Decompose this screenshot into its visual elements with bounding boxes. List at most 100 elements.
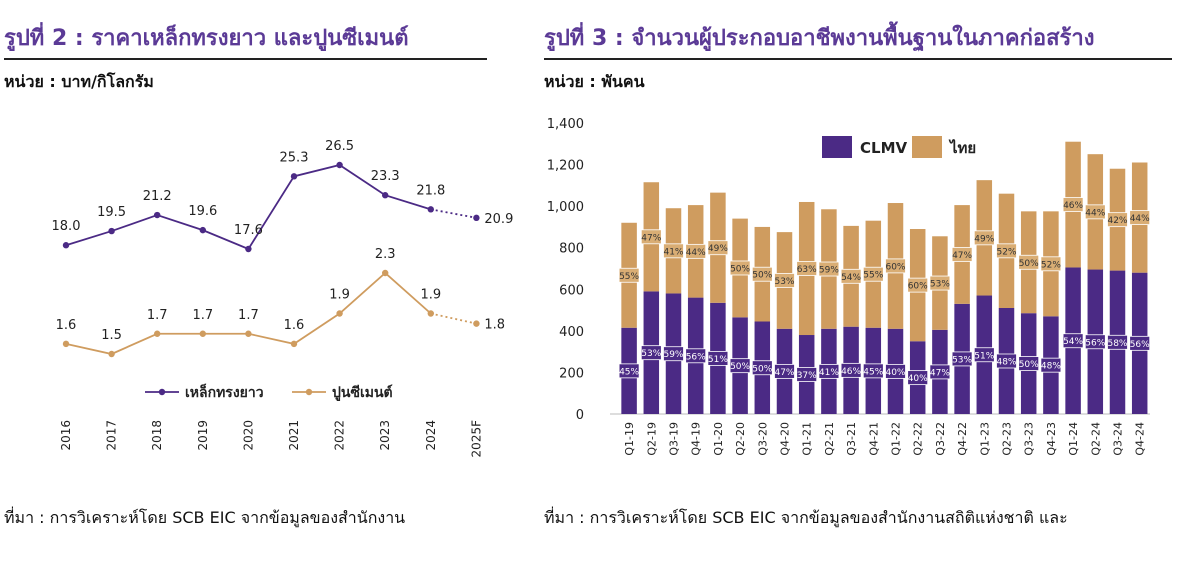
x-tick-label-19: Q4-23 bbox=[1045, 422, 1058, 456]
series-point-1-5 bbox=[290, 340, 298, 348]
right-unit-label: หน่วย : พันคน bbox=[544, 72, 645, 91]
left-figure-title: รูปที่ 2 : ราคาเหล็กทรงยาว และปูนซีเมนต์ bbox=[4, 26, 409, 51]
pct-box-clmv-4 bbox=[707, 350, 729, 366]
y-tick-label-6: 1,200 bbox=[547, 159, 584, 174]
x-tick-label-4: Q1-20 bbox=[712, 422, 725, 456]
pct-box-clmv-9 bbox=[818, 363, 840, 379]
series-point-1-8 bbox=[427, 310, 434, 317]
data-label-1-2: 1.7 bbox=[147, 308, 168, 323]
x-tick-label-20: Q1-24 bbox=[1067, 422, 1080, 456]
pct-box-thai-0 bbox=[618, 267, 640, 283]
pct-label-thai-19: 52% bbox=[1041, 260, 1061, 270]
pct-box-thai-12 bbox=[885, 258, 906, 274]
pct-box-clmv-13 bbox=[907, 370, 929, 386]
series-point-0-6 bbox=[336, 161, 343, 169]
pct-label-thai-4: 49% bbox=[708, 244, 728, 254]
x-tick-label-6: Q3-20 bbox=[756, 422, 769, 456]
x-tick-label-9: Q2-21 bbox=[823, 422, 836, 456]
data-label-0-5: 25.3 bbox=[280, 150, 309, 165]
x-tick-label-6: 2022 bbox=[333, 420, 347, 451]
pct-label-thai-14: 53% bbox=[930, 280, 950, 290]
data-label-0-4: 17.6 bbox=[234, 223, 263, 238]
pct-box-thai-7 bbox=[774, 273, 795, 288]
x-tick-label-8: 2024 bbox=[424, 420, 438, 451]
x-tick-label-5: Q2-20 bbox=[734, 422, 747, 456]
y-tick-label-2: 400 bbox=[559, 325, 584, 340]
pct-label-thai-18: 50% bbox=[1019, 259, 1039, 269]
data-label-1-8: 1.9 bbox=[420, 288, 441, 303]
pct-box-thai-20 bbox=[1062, 197, 1084, 212]
series-point-1-3 bbox=[199, 330, 206, 337]
right-figure-panel: รูปที่ 3 : จำนวนผู้ประกอบอาชีพงานพื้นฐาน… bbox=[540, 0, 1194, 561]
pct-label-clmv-14: 47% bbox=[930, 368, 950, 378]
pct-label-thai-0: 55% bbox=[619, 272, 639, 282]
series-forecast-line-1 bbox=[430, 312, 477, 325]
x-tick-label-4: 2020 bbox=[241, 420, 255, 451]
pct-label-clmv-9: 41% bbox=[819, 368, 839, 378]
pct-label-clmv-13: 40% bbox=[908, 374, 928, 384]
pct-box-clmv-15 bbox=[951, 351, 973, 367]
data-label-1-7: 2.3 bbox=[375, 247, 396, 262]
x-tick-label-18: Q3-23 bbox=[1023, 422, 1036, 456]
pct-box-thai-6 bbox=[751, 266, 773, 282]
pct-box-thai-19 bbox=[1040, 256, 1062, 272]
pct-box-clmv-7 bbox=[774, 363, 795, 379]
x-tick-label-7: Q4-20 bbox=[779, 422, 792, 456]
pct-box-thai-23 bbox=[1129, 210, 1151, 225]
legend-label-1: ปูนซีเมนต์ bbox=[332, 384, 393, 401]
y-tick-label-5: 1,000 bbox=[547, 200, 584, 215]
pct-label-clmv-18: 50% bbox=[1019, 360, 1039, 370]
pct-box-clmv-21 bbox=[1084, 334, 1106, 350]
pct-box-clmv-3 bbox=[685, 348, 707, 364]
pct-box-thai-10 bbox=[840, 268, 862, 284]
pct-box-clmv-12 bbox=[885, 363, 906, 379]
data-label-0-3: 19.6 bbox=[188, 204, 217, 219]
pct-label-thai-1: 47% bbox=[641, 233, 661, 243]
pct-label-thai-8: 63% bbox=[797, 265, 817, 275]
pct-box-clmv-17 bbox=[996, 353, 1017, 369]
pct-box-clmv-10 bbox=[840, 362, 862, 378]
x-tick-label-1: Q2-19 bbox=[645, 422, 658, 456]
legend-swatch-1 bbox=[912, 136, 942, 158]
x-tick-label-5: 2021 bbox=[287, 420, 301, 451]
pct-label-clmv-4: 51% bbox=[708, 355, 728, 365]
series-point-0-0 bbox=[62, 242, 70, 249]
pct-box-clmv-8 bbox=[796, 367, 818, 382]
pct-label-clmv-8: 37% bbox=[797, 371, 817, 381]
series-point-1-4 bbox=[245, 330, 252, 337]
y-tick-label-1: 200 bbox=[559, 366, 584, 381]
pct-box-thai-5 bbox=[729, 260, 751, 276]
x-tick-label-1: 2017 bbox=[105, 420, 119, 451]
pct-box-thai-8 bbox=[796, 261, 818, 276]
pct-label-clmv-23: 56% bbox=[1130, 340, 1150, 350]
pct-label-clmv-2: 59% bbox=[663, 350, 683, 360]
y-tick-label-4: 800 bbox=[559, 242, 584, 257]
pct-box-thai-14 bbox=[929, 275, 951, 291]
pct-box-clmv-16 bbox=[973, 347, 995, 363]
data-label-0-9: 20.9 bbox=[484, 212, 513, 227]
pct-label-thai-22: 42% bbox=[1107, 216, 1127, 226]
pct-box-thai-21 bbox=[1084, 204, 1106, 220]
pct-box-thai-18 bbox=[1018, 254, 1040, 270]
right-figure-title: รูปที่ 3 : จำนวนผู้ประกอบอาชีพงานพื้นฐาน… bbox=[544, 26, 1095, 51]
x-tick-label-3: Q4-19 bbox=[690, 422, 703, 456]
pct-box-thai-9 bbox=[818, 261, 840, 277]
y-tick-label-7: 1,400 bbox=[547, 117, 584, 132]
legend-swatch-0 bbox=[822, 136, 852, 158]
pct-label-thai-9: 59% bbox=[819, 266, 839, 276]
data-label-0-2: 21.2 bbox=[143, 189, 172, 204]
x-tick-label-22: Q3-24 bbox=[1112, 422, 1125, 456]
pct-label-thai-16: 49% bbox=[974, 234, 994, 244]
pct-label-thai-3: 44% bbox=[686, 248, 706, 258]
pct-label-thai-5: 50% bbox=[730, 264, 750, 274]
pct-box-thai-1 bbox=[640, 229, 662, 245]
data-label-0-0: 18.0 bbox=[52, 219, 81, 234]
series-point-0-8 bbox=[427, 206, 434, 213]
series-point-0-4 bbox=[245, 245, 252, 253]
pct-label-thai-13: 60% bbox=[908, 282, 928, 292]
left-figure-panel: รูปที่ 2 : ราคาเหล็กทรงยาว และปูนซีเมนต์… bbox=[0, 0, 520, 561]
x-tick-label-7: 2023 bbox=[378, 420, 392, 451]
series-point-0-3 bbox=[199, 226, 206, 234]
pct-label-clmv-19: 48% bbox=[1041, 362, 1061, 372]
pct-label-thai-17: 52% bbox=[996, 247, 1016, 257]
